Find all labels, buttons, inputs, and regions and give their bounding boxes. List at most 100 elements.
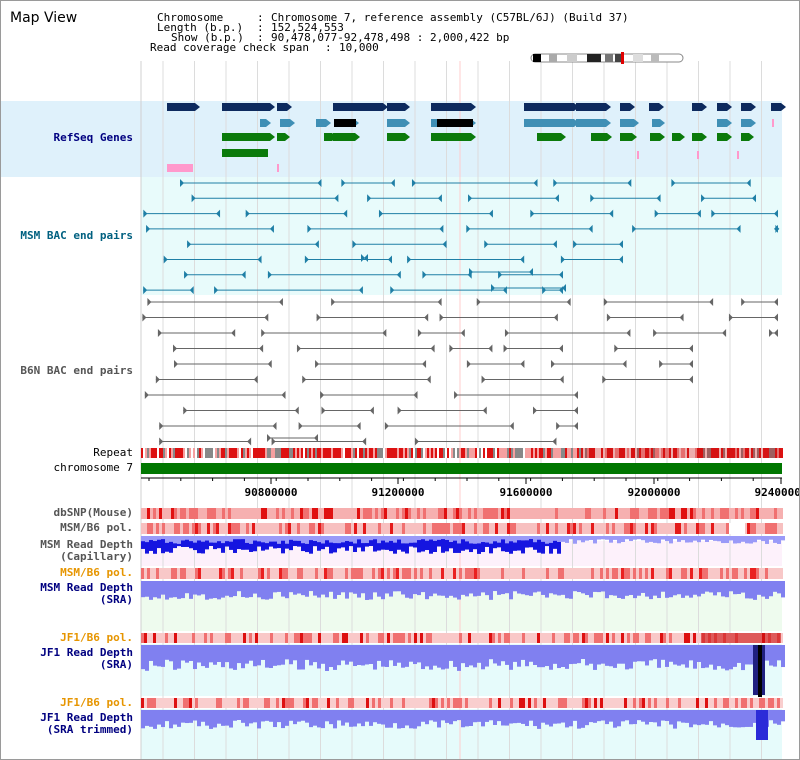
jf1-pol2-mark [426, 698, 429, 708]
jf1-pol-hot [701, 633, 781, 643]
track-label-repeat[interactable]: Repeat [93, 446, 133, 459]
repeat-mark [455, 448, 457, 458]
track-label-b6n-bac[interactable]: B6N BAC end pairs [20, 364, 133, 377]
capillary-depth-bar-faint [149, 536, 153, 541]
track-label-jf1-depth-trim-1[interactable]: JF1 Read Depth [40, 711, 133, 724]
capillary-depth-bar-faint [373, 536, 377, 540]
dbsnp-mark [723, 508, 726, 519]
jf1-depth-bar [513, 645, 517, 662]
jf1-pol-mark [294, 633, 297, 643]
track-label-msm-pol-2[interactable]: MSM/B6 pol. [60, 566, 133, 579]
gene-feature [324, 133, 332, 141]
msm-pol2-mark [297, 568, 300, 579]
jf1-trim-depth-bar [649, 710, 653, 722]
jf1-pol2-mark [321, 698, 324, 708]
repeat-mark [425, 448, 427, 458]
jf1-pol-mark [534, 633, 537, 643]
track-label-msm-depth-cap-1[interactable]: MSM Read Depth [40, 538, 133, 551]
jf1-pol2-mark [753, 698, 756, 708]
jf1-pol2-mark [744, 698, 747, 708]
track-label-msm-depth-cap-2[interactable]: (Capillary) [60, 550, 133, 563]
gene-feature [591, 133, 607, 141]
repeat-mark [397, 448, 399, 458]
track-label-chromosome[interactable]: chromosome 7 [53, 461, 133, 474]
msm-pol2-mark [477, 568, 480, 579]
jf1-pol2-mark [342, 698, 345, 708]
msm-pol-mark [552, 523, 555, 534]
gene-exons [334, 119, 356, 127]
sra-depth-bar [773, 581, 777, 592]
jf1-trim-depth-bar [493, 710, 497, 725]
repeat-mark [379, 448, 381, 458]
jf1-depth-bar [221, 645, 225, 668]
msm-pol-mark [447, 523, 450, 534]
msm-pol-mark [306, 523, 309, 534]
repeat-mark [757, 448, 759, 458]
track-label-msm-pol-1[interactable]: MSM/B6 pol. [60, 521, 133, 534]
bac-end [619, 240, 623, 249]
jf1-pol-mark [273, 633, 276, 643]
jf1-depth-bar [313, 645, 317, 663]
sra-depth-bar [249, 581, 253, 598]
gene-arrow [471, 103, 476, 111]
sra-depth-bar [553, 581, 557, 595]
jf1-pol-mark [513, 633, 516, 643]
capillary-depth-bar [477, 536, 481, 554]
sra-depth-bar [705, 581, 709, 592]
repeat-mark [293, 448, 295, 458]
sra-depth-bar [765, 581, 769, 599]
jf1-pol-mark [378, 633, 381, 643]
track-label-dbsnp[interactable]: dbSNP(Mouse) [53, 506, 133, 519]
jf1-trim-depth-bar [513, 710, 517, 724]
axis-tick-label: 92000000 [628, 486, 681, 499]
sra-depth-bar [433, 581, 437, 594]
repeat-mark [207, 448, 209, 458]
track-label-msm-bac[interactable]: MSM BAC end pairs [20, 229, 133, 242]
bac-end [304, 255, 309, 264]
sra-depth-bar [505, 581, 509, 594]
track-label-msm-depth-sra-2[interactable]: (SRA) [99, 593, 133, 606]
msm-pol2-mark [618, 568, 621, 579]
jf1-pol-mark [495, 633, 498, 643]
msm-pol2-mark [552, 568, 555, 579]
repeat-mark [517, 448, 519, 458]
track-label-jf1-pol-2[interactable]: JF1/B6 pol. [60, 696, 133, 709]
sra-depth-bar [237, 581, 241, 592]
dbsnp-mark [249, 508, 252, 519]
capillary-depth-bar-faint [437, 536, 441, 540]
track-label-jf1-depth-sra-1[interactable]: JF1 Read Depth [40, 646, 133, 659]
msm-pol-mark [744, 523, 747, 534]
msm-pol-mark [573, 523, 576, 534]
track-label-refseq[interactable]: RefSeq Genes [53, 131, 133, 144]
length-key: Length (b.p.) [157, 21, 244, 34]
msm-pol-mark [201, 523, 204, 534]
bac-end [413, 391, 418, 399]
gene-arrow [751, 119, 756, 127]
track-label-jf1-pol-1[interactable]: JF1/B6 pol. [60, 631, 133, 644]
bac-end [422, 270, 427, 279]
jf1-pol2-mark [210, 698, 213, 708]
msm-pol2-mark [594, 568, 597, 579]
capillary-depth-bar-faint [201, 536, 205, 542]
track-label-jf1-depth-sra-2[interactable]: (SRA) [99, 658, 133, 671]
repeat-mark [345, 448, 347, 458]
track-label-msm-depth-sra-1[interactable]: MSM Read Depth [40, 581, 133, 594]
jf1-trim-depth-bar [537, 710, 541, 729]
capillary-depth-bar [161, 536, 165, 554]
dbsnp-mark [198, 508, 201, 519]
track-label-jf1-depth-trim-2[interactable]: (SRA trimmed) [46, 723, 133, 736]
msm-pol-mark [603, 523, 606, 534]
capillary-depth-bar-faint [333, 536, 337, 544]
repeat-mark [323, 448, 325, 458]
repeat-mark [773, 448, 775, 458]
gene-arrow [727, 133, 732, 141]
jf1-depth-bar [153, 645, 157, 666]
msm-pol2-mark [357, 568, 360, 579]
repeat-mark [213, 448, 215, 458]
msm-pol2-mark [429, 568, 432, 579]
repeat-mark [373, 448, 375, 458]
jf1-pol2-mark [348, 698, 351, 708]
jf1-pol-mark [333, 633, 336, 643]
msm-pol2-mark [273, 568, 276, 579]
sra-depth-bar [729, 581, 733, 592]
